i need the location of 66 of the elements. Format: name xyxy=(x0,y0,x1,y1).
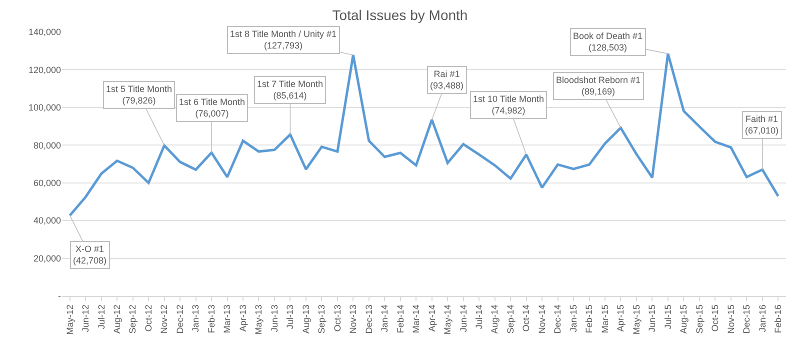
y-tick-label: 40,000 xyxy=(33,216,61,226)
x-tick-label: Oct-13 xyxy=(332,304,342,332)
x-tick-label: Dec-12 xyxy=(174,304,185,334)
x-tick-label: Feb-15 xyxy=(584,304,594,334)
chart-title: Total Issues by Month xyxy=(332,7,468,24)
x-tick-label: Jul-14 xyxy=(474,304,484,330)
x-tick-label: Sep-15 xyxy=(694,304,704,334)
y-tick-label: 60,000 xyxy=(33,178,61,188)
annotation: Faith #1 (67,010) xyxy=(745,114,779,136)
x-tick-label: Sep-14 xyxy=(505,304,516,334)
x-tick-label: Jan-14 xyxy=(380,304,390,332)
x-tick-label: May-14 xyxy=(442,304,453,335)
annotation: Book of Death #1 (128,503) xyxy=(573,31,643,53)
x-tick-label: Mar-15 xyxy=(600,304,610,334)
x-tick-label: Mar-13 xyxy=(222,304,232,334)
x-tick-label: Nov-14 xyxy=(536,304,547,334)
x-tick-label: Feb-13 xyxy=(206,304,216,334)
x-tick-label: Jul-15 xyxy=(662,304,673,330)
annotation: 1st 10 Title Month (74,982) xyxy=(473,94,544,116)
annotation: X-O #1 (42,708) xyxy=(73,244,107,266)
annotation: 1st 8 Title Month / Unity #1 (127,793) xyxy=(230,29,337,51)
y-tick-label: 120,000 xyxy=(28,64,61,75)
x-tick-label: Apr-15 xyxy=(616,304,626,332)
x-tick-label: Jun-12 xyxy=(80,304,91,332)
annotation: 1st 7 Title Month (85,614) xyxy=(257,79,324,101)
x-tick-label: Sep-12 xyxy=(128,304,138,334)
y-tick-label: 140,000 xyxy=(28,27,61,38)
x-tick-label: Feb-16 xyxy=(773,304,784,334)
x-tick-label: Apr-13 xyxy=(238,304,248,332)
y-tick-label: - xyxy=(58,291,61,302)
x-tick-label: Aug-12 xyxy=(112,304,122,334)
x-tick-label: Jul-12 xyxy=(96,304,106,330)
annotation: Bloodshot Reborn #1 (89,169) xyxy=(556,75,641,97)
x-tick-label: Aug-14 xyxy=(490,304,500,334)
x-tick-label: Nov-15 xyxy=(726,304,736,334)
x-tick-label: Apr-14 xyxy=(426,304,437,332)
y-tick-label: 80,000 xyxy=(33,140,61,150)
x-tick-label: Jun-15 xyxy=(647,304,658,332)
x-tick-label: Aug-15 xyxy=(678,304,689,334)
annotation: 1st 5 Title Month (79,826) xyxy=(106,84,172,106)
x-tick-label: Dec-13 xyxy=(364,304,374,334)
x-tick-label: Jul-13 xyxy=(285,304,296,330)
x-tick-label: May-15 xyxy=(631,304,642,335)
x-tick-label: May-13 xyxy=(254,304,264,335)
y-tick-label: 20,000 xyxy=(33,253,61,264)
line-series xyxy=(68,52,780,217)
x-tick-label: Oct-14 xyxy=(521,304,532,332)
x-tick-label: Nov-13 xyxy=(348,304,358,334)
x-tick-label: Oct-15 xyxy=(710,304,720,332)
x-tick-label: Jan-13 xyxy=(190,304,201,332)
x-tick-label: Sep-13 xyxy=(316,304,327,334)
x-tick-label: Dec-14 xyxy=(552,304,563,334)
x-tick-label: May-12 xyxy=(64,304,75,335)
annotation: Rai #1 (93,488) xyxy=(430,69,464,91)
x-tick-label: Jan-15 xyxy=(568,304,578,332)
x-tick-label: Feb-14 xyxy=(395,304,406,334)
annotation: 1st 6 Title Month (76,007) xyxy=(179,97,246,119)
x-tick-label: Oct-12 xyxy=(143,304,154,332)
y-tick-label: 100,000 xyxy=(28,102,61,113)
x-tick-label: Aug-13 xyxy=(300,304,311,334)
x-tick-label: Mar-14 xyxy=(411,304,422,334)
x-tick-label: Nov-12 xyxy=(159,304,170,334)
x-tick-label: Dec-15 xyxy=(742,304,752,334)
x-tick-label: Jun-14 xyxy=(458,304,468,332)
x-tick-label: Jan-16 xyxy=(757,304,768,332)
x-tick-label: Jun-13 xyxy=(269,304,280,332)
